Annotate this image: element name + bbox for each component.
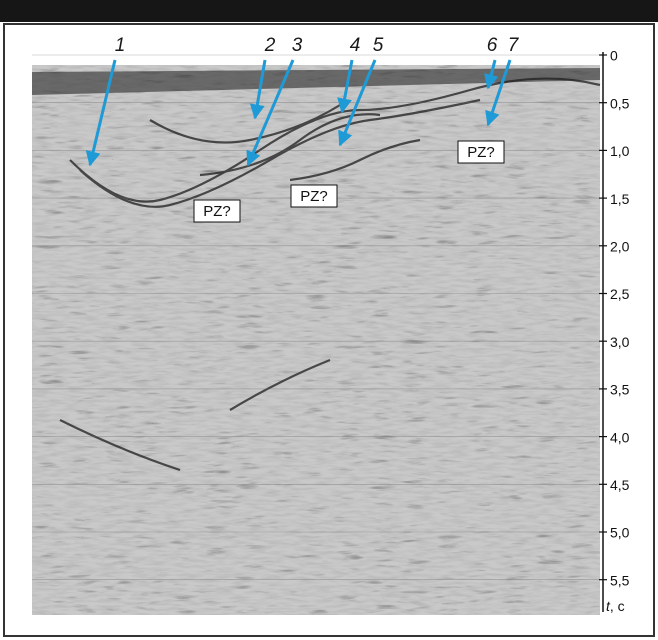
arrow-label: 2	[264, 35, 276, 56]
tick-label: 0	[610, 48, 618, 64]
zone-label: PZ?	[467, 144, 495, 161]
arrow-label: 7	[508, 35, 520, 56]
tick-label: 5,5	[610, 572, 630, 588]
tick-label: 3,0	[610, 334, 630, 350]
arrow-label: 3	[292, 35, 303, 56]
figure: t, c 0 0,5 1,0 1,5 2,0 2,5 3,0 3,5 4,0 4,5 5,0 5,5 1…	[0, 0, 658, 640]
tick-label: 5,0	[610, 525, 630, 541]
tick-label: 0,5	[610, 95, 630, 111]
arrow-label: 5	[373, 35, 384, 56]
axis-label: t, c	[606, 598, 625, 614]
tick-label: 3,5	[610, 382, 630, 398]
seismic-section	[32, 65, 600, 615]
tick-label: 2,0	[610, 239, 630, 255]
page: {"labels": {"arrows": ["1", "2", "3", "4…	[0, 0, 658, 640]
zone-label: PZ?	[300, 188, 328, 205]
arrow-label: 1	[115, 35, 126, 56]
arrow-label: 6	[487, 35, 498, 56]
zone-label: PZ?	[203, 203, 231, 220]
axis-unit: , c	[610, 598, 625, 614]
tick-label: 1,5	[610, 191, 630, 207]
header-bar	[0, 0, 658, 22]
tick-label: 4,0	[610, 429, 630, 445]
tick-label: 2,5	[610, 286, 630, 302]
arrow-label: 4	[350, 35, 361, 56]
tick-label: 4,5	[610, 477, 630, 493]
tick-label: 1,0	[610, 143, 630, 159]
